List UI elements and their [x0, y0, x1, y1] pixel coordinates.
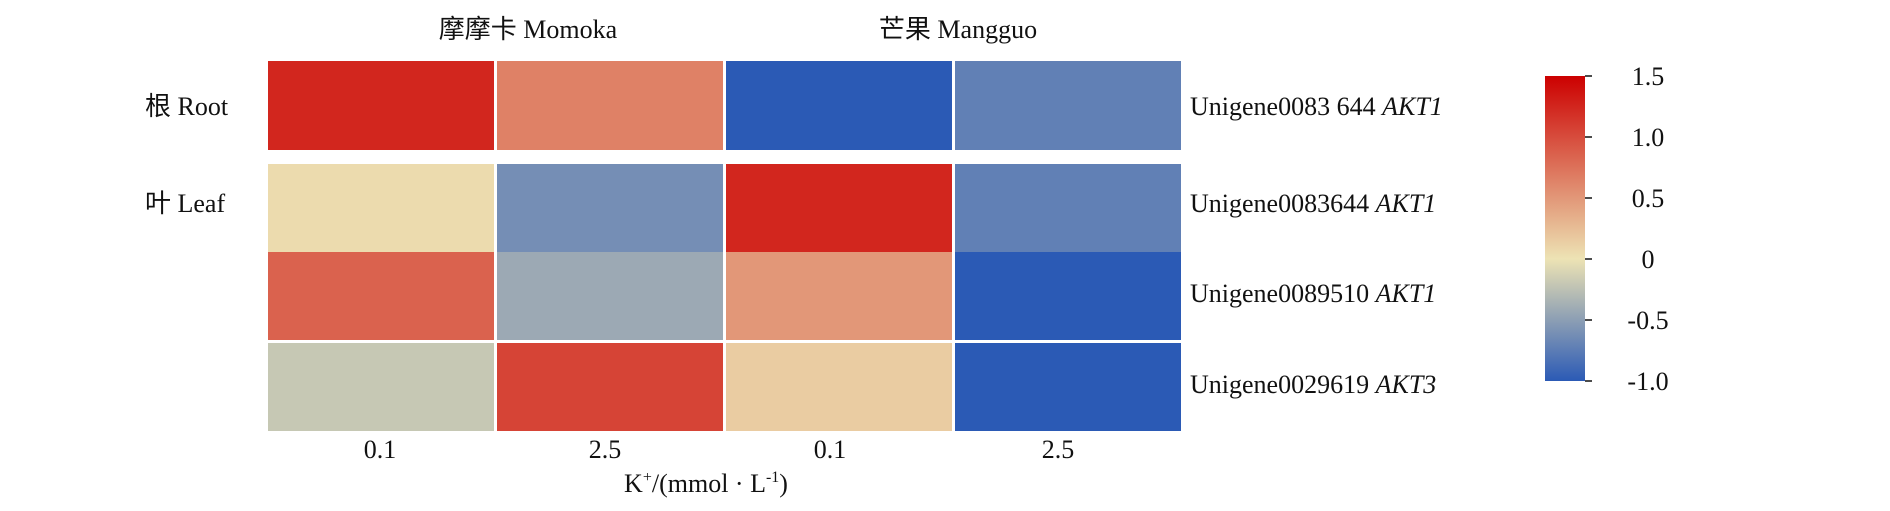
- x-tick-3: 0.1: [814, 435, 847, 464]
- column-group-momoka: 摩摩卡 Momoka: [439, 15, 618, 44]
- heatmap-cell-r3-c4: [955, 252, 1181, 340]
- gene-name-1: AKT1: [1380, 92, 1443, 121]
- gene-name-4: AKT3: [1374, 370, 1437, 399]
- heatmap-cell-r2-c2: [497, 164, 723, 252]
- x-axis-label-sup2: -1: [766, 469, 779, 486]
- heatmap-cell-r3-c2: [497, 252, 723, 340]
- gene-id-4: Unigene0029619: [1190, 370, 1369, 399]
- gene-id-1: Unigene0083 644: [1190, 92, 1376, 121]
- colorbar-tick-label-1: 1.5: [1632, 62, 1665, 91]
- heatmap-cell-r1-c1: [268, 61, 494, 150]
- gene-name-2: AKT1: [1374, 189, 1437, 218]
- colorbar-tick-label-3: 0.5: [1632, 184, 1665, 213]
- row-group-root: 根 Root: [145, 92, 229, 121]
- gene-name-3: AKT1: [1374, 279, 1437, 308]
- colorbar-tick-label-2: 1.0: [1632, 123, 1665, 152]
- gene-id-2: Unigene0083644: [1190, 189, 1369, 218]
- colorbar-tick-label-4: 0: [1642, 245, 1655, 274]
- colorbar: [1545, 76, 1585, 381]
- heatmap-cells: [268, 61, 1181, 431]
- colorbar-ticks: 1.5 1.0 0.5 0 -0.5 -1.0: [1585, 62, 1669, 396]
- heatmap-cell-r2-c3: [726, 164, 952, 252]
- column-group-mangguo: 芒果 Mangguo: [879, 15, 1037, 44]
- heatmap-cell-r1-c2: [497, 61, 723, 150]
- x-tick-2: 2.5: [589, 435, 622, 464]
- heatmap-cell-r4-c1: [268, 343, 494, 431]
- heatmap-cell-r2-c1: [268, 164, 494, 252]
- x-axis-label-sup: +: [643, 469, 652, 486]
- gene-label-1: Unigene0083 644 AKT1: [1190, 92, 1443, 121]
- gene-label-2: Unigene0083644 AKT1: [1190, 189, 1436, 218]
- x-axis-label-end: ): [779, 469, 788, 498]
- heatmap-cell-r2-c4: [955, 164, 1181, 252]
- gene-label-3: Unigene0089510 AKT1: [1190, 279, 1436, 308]
- heatmap-cell-r4-c3: [726, 343, 952, 431]
- x-axis-label-k: K: [624, 469, 643, 498]
- heatmap-cell-r1-c4: [955, 61, 1181, 150]
- x-tick-4: 2.5: [1042, 435, 1075, 464]
- colorbar-tick-label-5: -0.5: [1627, 306, 1668, 335]
- x-tick-1: 0.1: [364, 435, 397, 464]
- heatmap-cell-r4-c4: [955, 343, 1181, 431]
- x-axis-label-unit: /(mmol · L: [652, 469, 766, 498]
- colorbar-tick-label-6: -1.0: [1627, 367, 1668, 396]
- heatmap-cell-r3-c1: [268, 252, 494, 340]
- heatmap-cell-r3-c3: [726, 252, 952, 340]
- x-axis-label: K+/(mmol · L-1): [624, 469, 788, 498]
- heatmap-cell-r4-c2: [497, 343, 723, 431]
- gene-label-4: Unigene0029619 AKT3: [1190, 370, 1436, 399]
- heatmap-cell-r1-c3: [726, 61, 952, 150]
- row-group-leaf: 叶 Leaf: [145, 189, 225, 218]
- gene-id-3: Unigene0089510: [1190, 279, 1369, 308]
